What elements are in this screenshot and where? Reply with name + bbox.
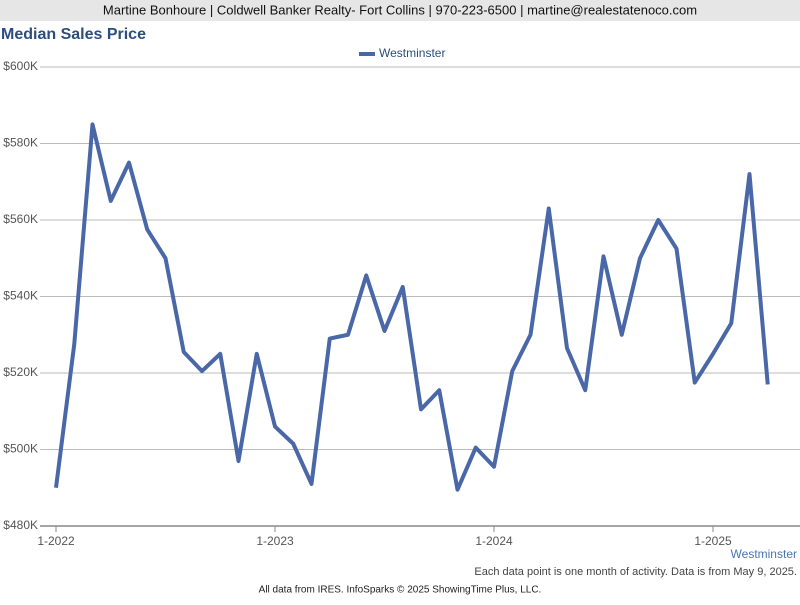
y-tick-label: $500K	[3, 442, 38, 456]
header-bar	[0, 0, 800, 21]
chart-title: Median Sales Price	[1, 26, 146, 43]
footer: All data from IRES. InfoSparks © 2025 Sh…	[259, 585, 542, 596]
x-tick-label: 1-2025	[694, 534, 732, 548]
legend-label: Westminster	[379, 46, 445, 60]
x-tick-label: 1-2023	[256, 534, 294, 548]
y-tick-label: $580K	[3, 136, 38, 150]
y-tick-label: $540K	[3, 289, 38, 303]
header-text: Martine Bonhoure | Coldwell Banker Realt…	[103, 2, 697, 17]
y-tick-label: $560K	[3, 212, 38, 226]
series-line	[54, 122, 770, 492]
y-tick-label: $520K	[3, 365, 38, 379]
corner-label: Westminster	[731, 547, 797, 561]
note: Each data point is one month of activity…	[474, 566, 797, 578]
y-tick-label: $600K	[3, 59, 38, 73]
y-tick-label: $480K	[3, 518, 38, 532]
x-tick-label: 1-2024	[475, 534, 513, 548]
x-tick-label: 1-2022	[37, 534, 75, 548]
